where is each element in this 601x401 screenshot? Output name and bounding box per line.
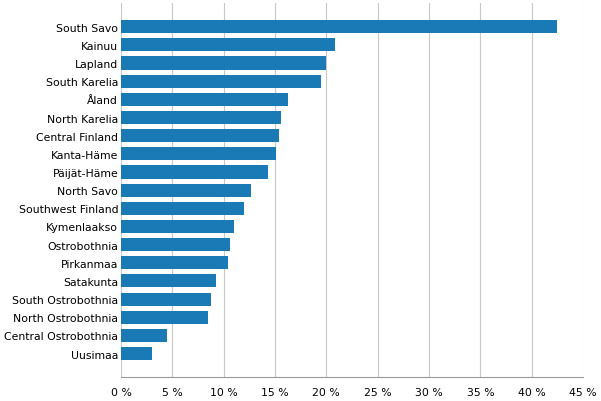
Bar xyxy=(121,93,288,107)
Bar xyxy=(121,202,244,215)
Bar xyxy=(121,166,268,179)
Bar xyxy=(121,293,212,306)
Bar xyxy=(121,221,234,233)
Bar xyxy=(121,112,281,125)
Bar xyxy=(121,21,557,34)
Bar xyxy=(121,130,279,143)
Bar xyxy=(121,39,335,52)
Bar xyxy=(121,257,228,269)
Bar xyxy=(121,347,151,360)
Bar xyxy=(121,57,326,71)
Bar xyxy=(121,184,251,197)
Bar xyxy=(121,311,208,324)
Bar xyxy=(121,329,167,342)
Bar xyxy=(121,75,321,89)
Bar xyxy=(121,275,216,288)
Bar xyxy=(121,239,230,251)
Bar xyxy=(121,148,276,161)
